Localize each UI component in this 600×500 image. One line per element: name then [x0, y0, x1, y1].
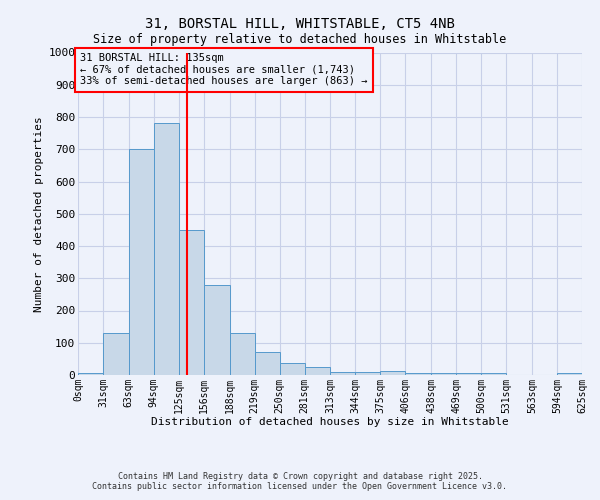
Bar	[204, 284, 230, 375]
Bar	[331, 372, 355, 375]
Y-axis label: Number of detached properties: Number of detached properties	[34, 116, 44, 312]
Bar	[254, 352, 280, 375]
Text: Contains HM Land Registry data © Crown copyright and database right 2025.
Contai: Contains HM Land Registry data © Crown c…	[92, 472, 508, 491]
Bar	[230, 333, 254, 375]
Bar	[78, 374, 103, 375]
X-axis label: Distribution of detached houses by size in Whitstable: Distribution of detached houses by size …	[151, 417, 509, 427]
Bar	[305, 367, 331, 375]
Text: 31 BORSTAL HILL: 135sqm
← 67% of detached houses are smaller (1,743)
33% of semi: 31 BORSTAL HILL: 135sqm ← 67% of detache…	[80, 53, 368, 86]
Bar	[456, 374, 481, 375]
Bar	[406, 374, 431, 375]
Bar	[557, 374, 582, 375]
Bar	[355, 372, 380, 375]
Bar	[431, 374, 456, 375]
Bar	[103, 333, 129, 375]
Bar	[179, 230, 204, 375]
Bar	[380, 371, 406, 375]
Text: Size of property relative to detached houses in Whitstable: Size of property relative to detached ho…	[94, 32, 506, 46]
Bar	[129, 149, 154, 375]
Text: 31, BORSTAL HILL, WHITSTABLE, CT5 4NB: 31, BORSTAL HILL, WHITSTABLE, CT5 4NB	[145, 18, 455, 32]
Bar	[481, 374, 506, 375]
Bar	[280, 362, 305, 375]
Bar	[154, 124, 179, 375]
